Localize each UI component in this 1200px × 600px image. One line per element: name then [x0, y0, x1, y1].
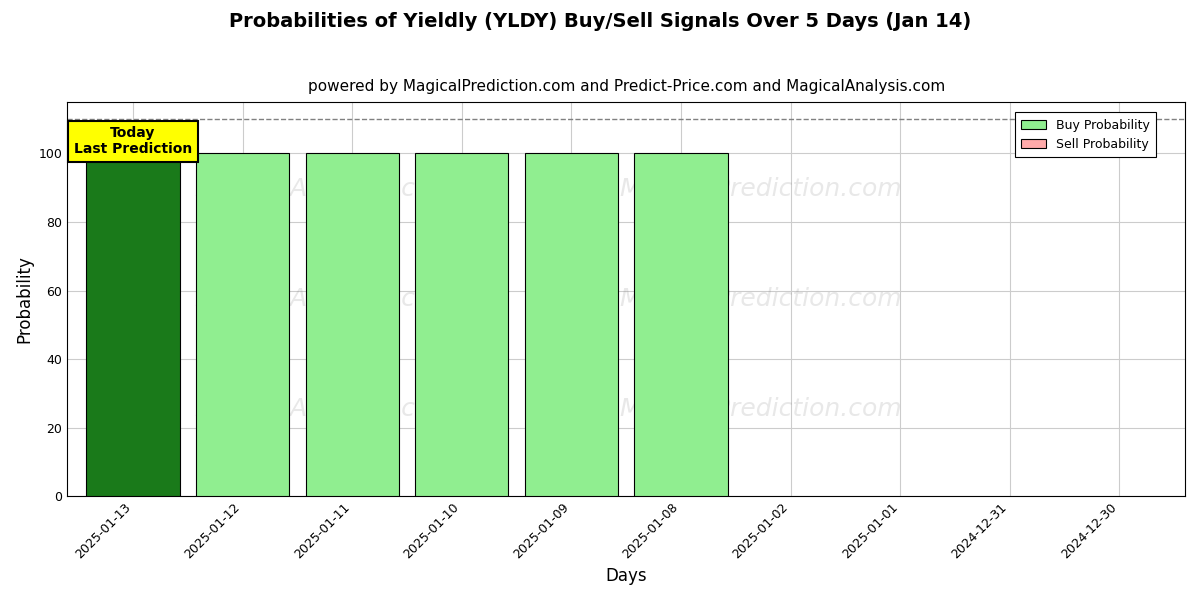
Text: MagicalPrediction.com: MagicalPrediction.com [619, 287, 901, 311]
Bar [635, 154, 727, 496]
Y-axis label: Probability: Probability [14, 255, 34, 343]
Bar [196, 154, 289, 496]
Title: powered by MagicalPrediction.com and Predict-Price.com and MagicalAnalysis.com: powered by MagicalPrediction.com and Pre… [307, 79, 944, 94]
Text: Probabilities of Yieldly (YLDY) Buy/Sell Signals Over 5 Days (Jan 14): Probabilities of Yieldly (YLDY) Buy/Sell… [229, 12, 971, 31]
Text: MagicalPrediction.com: MagicalPrediction.com [619, 177, 901, 201]
Legend: Buy Probability, Sell Probability: Buy Probability, Sell Probability [1015, 112, 1157, 157]
Text: MagicalAnalysis.com: MagicalAnalysis.com [194, 177, 455, 201]
Text: MagicalAnalysis.com: MagicalAnalysis.com [194, 397, 455, 421]
Text: MagicalPrediction.com: MagicalPrediction.com [619, 397, 901, 421]
Bar [415, 154, 509, 496]
Text: MagicalAnalysis.com: MagicalAnalysis.com [194, 287, 455, 311]
Bar [524, 154, 618, 496]
Bar [86, 154, 180, 496]
Text: Today
Last Prediction: Today Last Prediction [74, 126, 192, 156]
Bar [306, 154, 398, 496]
X-axis label: Days: Days [605, 567, 647, 585]
